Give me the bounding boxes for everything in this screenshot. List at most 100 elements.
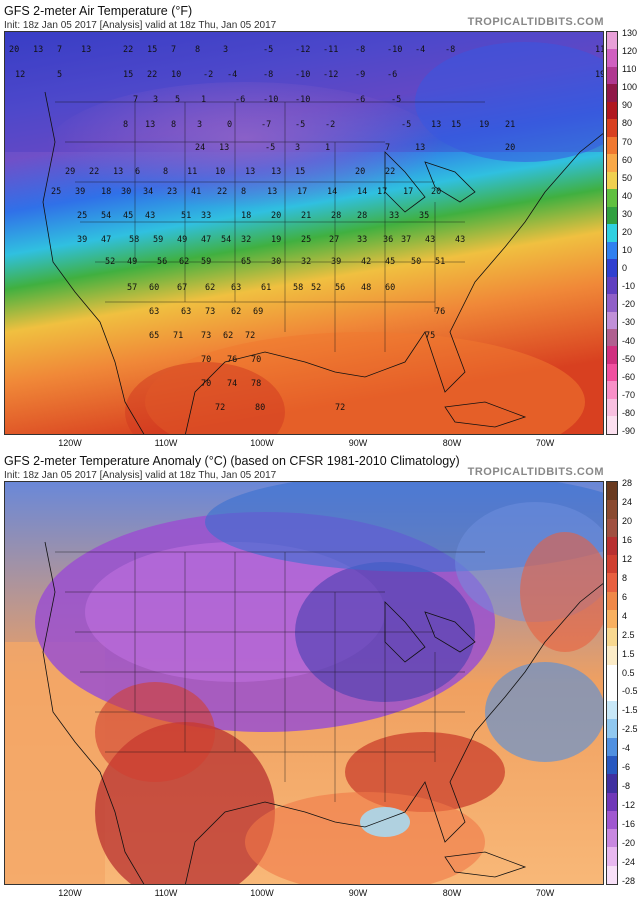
- temperature-value: 25: [51, 187, 61, 197]
- temperature-value: 15: [451, 120, 461, 130]
- temperature-value: 0: [227, 120, 232, 130]
- temperature-value: 13: [81, 45, 91, 55]
- colorbar-tick-label: 6: [622, 591, 628, 602]
- colorbar-tick-label: 120: [622, 46, 638, 57]
- colorbar-segment: [607, 591, 617, 610]
- colorbar-segment: [607, 154, 617, 172]
- colorbar-tick-label: -8: [622, 781, 631, 792]
- temperature-value: 8: [195, 45, 200, 55]
- colorbar-tick-label: -30: [622, 317, 636, 328]
- temperature-value: 8: [241, 187, 246, 197]
- colorbar-segment: [607, 755, 617, 775]
- colorbar-tick-label: -28: [622, 876, 636, 886]
- colorbar-segment: [607, 664, 617, 683]
- colorbar-tick-label: 8: [622, 572, 628, 583]
- colorbar-segment: [607, 259, 617, 277]
- temperature-value: 75: [425, 331, 435, 341]
- temperature-value: 12: [15, 70, 25, 80]
- temperature-value: 51: [435, 257, 445, 267]
- temperature-value: 22: [89, 167, 99, 177]
- temperature-value: 59: [201, 257, 211, 267]
- temperature-value: 13: [245, 167, 255, 177]
- longitude-label: 100W: [250, 438, 274, 448]
- temperature-value: 73: [205, 307, 215, 317]
- temperature-value: 18: [241, 211, 251, 221]
- colorbar-segment: [607, 363, 617, 382]
- temperature-value: 29: [65, 167, 75, 177]
- colorbar-tick-label: 110: [622, 64, 637, 75]
- temperature-value: 71: [173, 331, 183, 341]
- colorbar-tick-label: -24: [622, 857, 636, 868]
- temperature-value: 7: [57, 45, 62, 55]
- temperature-value: 17: [403, 187, 413, 197]
- temperature-value: 13: [33, 45, 43, 55]
- colorbar-segment: [607, 189, 617, 207]
- temperature-value: 41: [191, 187, 201, 197]
- temperature-value: 50: [411, 257, 421, 267]
- temperature-value: 73: [201, 331, 211, 341]
- colorbar-segment: [607, 573, 617, 592]
- temperature-value: 70: [201, 379, 211, 389]
- temperature-value: -5: [265, 143, 275, 153]
- temperature-value: 39: [75, 187, 85, 197]
- colorbar-tick-label: 50: [622, 172, 633, 183]
- temperature-value: 62: [231, 307, 241, 317]
- temperature-value: 74: [227, 379, 237, 389]
- temperature-value: 22: [217, 187, 227, 197]
- colorbar-segment: [607, 328, 617, 347]
- colorbar-tick-label: -4: [622, 743, 631, 754]
- temperature-value: 62: [205, 283, 215, 293]
- temperature-value: 19: [271, 235, 281, 245]
- colorbar-tick-label: -40: [622, 335, 636, 346]
- longitude-label: 90W: [348, 438, 368, 448]
- longitude-label: 100W: [250, 888, 274, 898]
- temperature-value: 52: [105, 257, 115, 267]
- temperature-value: 45: [123, 211, 133, 221]
- colorbar-tick-label: -2.5: [622, 724, 638, 735]
- temperature-value: -6: [355, 95, 365, 105]
- temperature-value: 15: [147, 45, 157, 55]
- init-line: Init: 18z Jan 05 2017 [Analysis] valid a…: [4, 470, 277, 481]
- anomaly-map: [4, 481, 604, 885]
- colorbar-segment: [607, 206, 617, 225]
- temperature-value: 54: [101, 211, 111, 221]
- temperature-value: 72: [245, 331, 255, 341]
- colorbar-segment: [607, 500, 617, 519]
- temperature-colorbar: [606, 31, 618, 435]
- longitude-label: 110W: [154, 438, 178, 448]
- temperature-value: 20: [505, 143, 515, 153]
- temperature-value: 33: [357, 235, 367, 245]
- temperature-value: -10: [295, 95, 310, 105]
- temperature-value: 63: [149, 307, 159, 317]
- temperature-value: -8: [445, 45, 455, 55]
- temperature-value: 33: [389, 211, 399, 221]
- colorbar-tick-label: 100: [622, 82, 638, 93]
- coastlines: [42, 91, 603, 434]
- temperature-value: 3: [153, 95, 158, 105]
- colorbar-tick-label: 20: [622, 515, 633, 526]
- temperature-value: -11: [323, 45, 338, 55]
- temperature-value: 39: [77, 235, 87, 245]
- colorbar-segment: [607, 32, 617, 50]
- colorbar-tick-label: 40: [622, 190, 633, 201]
- temperature-value: 76: [435, 307, 445, 317]
- colorbar-segment: [607, 829, 617, 848]
- colorbar-segment: [607, 101, 617, 120]
- colorbar-segment: [607, 701, 617, 720]
- longitude-label: 70W: [535, 888, 555, 898]
- temperature-value: 13: [271, 167, 281, 177]
- air-temperature-panel: GFS 2-meter Air Temperature (°F) Init: 1…: [0, 0, 640, 450]
- colorbar-tick-label: -1.5: [622, 705, 638, 716]
- temperature-value: 45: [385, 257, 395, 267]
- temperature-value: 80: [255, 403, 265, 413]
- temperature-value: 72: [335, 403, 345, 413]
- temperature-value: 65: [241, 257, 251, 267]
- temperature-value: 20: [431, 187, 441, 197]
- colorbar-segment: [607, 609, 617, 629]
- longitude-label: 80W: [442, 888, 462, 898]
- temperature-value: 43: [425, 235, 435, 245]
- temperature-value: 25: [77, 211, 87, 221]
- temperature-value: 19: [479, 120, 489, 130]
- temperature-value: 32: [241, 235, 251, 245]
- colorbar-segment: [607, 224, 617, 242]
